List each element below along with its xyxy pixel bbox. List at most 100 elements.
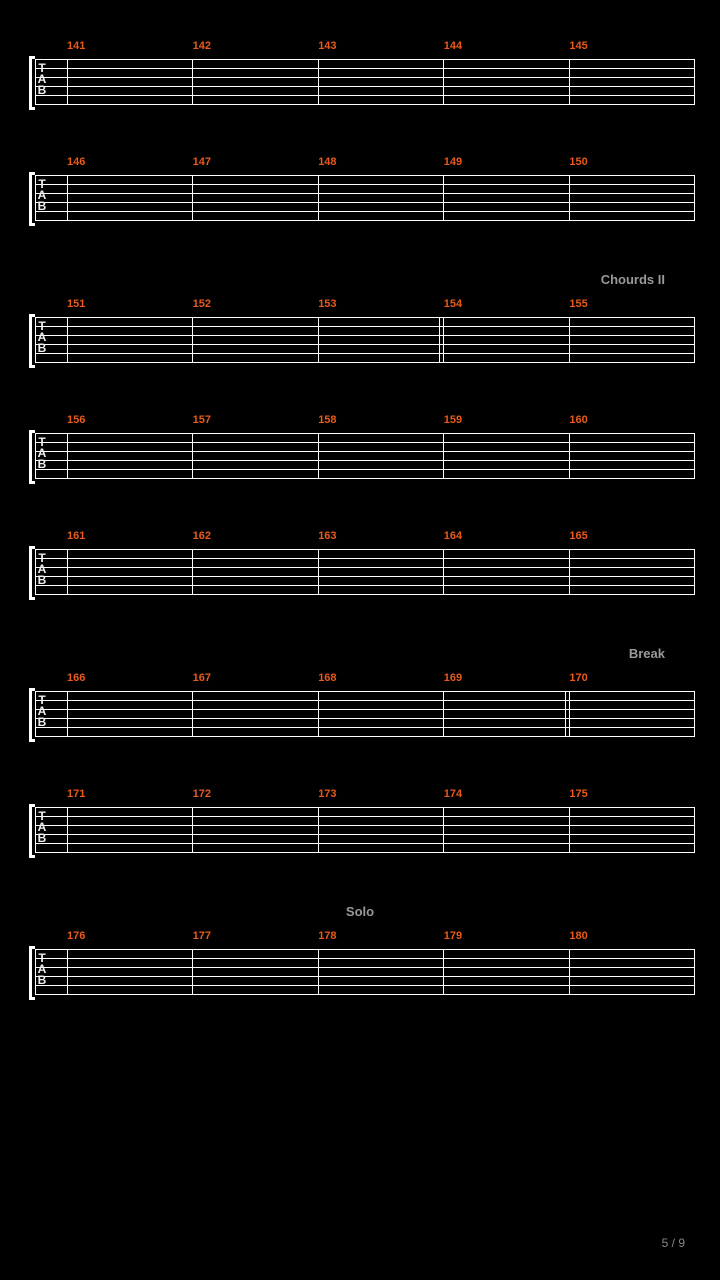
measure (192, 949, 317, 995)
measure (318, 691, 443, 737)
measure-number: 162 (193, 530, 319, 542)
barlines (67, 433, 695, 479)
measure-number: 141 (67, 40, 193, 52)
measure (318, 59, 443, 105)
tab-staff: TAB (35, 688, 695, 742)
measure-number: 151 (67, 298, 193, 310)
measure-number: 145 (569, 40, 695, 52)
tab-label: TAB (37, 63, 47, 96)
measure-number: 148 (318, 156, 444, 168)
staff-row: 161162163164165 TAB (25, 530, 695, 600)
tab-label: TAB (37, 321, 47, 354)
tab-letter: B (37, 833, 47, 844)
barlines (67, 807, 695, 853)
staff-row: Chourds II 151152153154155 TAB (25, 272, 695, 368)
measure (67, 807, 192, 853)
tab-staff: TAB (35, 946, 695, 1000)
measure-number: 179 (444, 930, 570, 942)
measure (67, 59, 192, 105)
measure-number: 159 (444, 414, 570, 426)
staff-row: 146147148149150 TAB (25, 156, 695, 226)
tab-letter: B (37, 459, 47, 470)
measure (443, 59, 568, 105)
measure-number: 166 (67, 672, 193, 684)
measure (67, 317, 192, 363)
tab-staff: TAB (35, 56, 695, 110)
measure-numbers: 146147148149150 (25, 156, 695, 168)
section-label: Break (25, 646, 695, 664)
tab-label: TAB (37, 437, 47, 470)
staff-row: 171172173174175TAB (25, 788, 695, 858)
staff-row: 141142143144145 TAB (25, 40, 695, 110)
measure (443, 691, 568, 737)
measure-number: 154 (444, 298, 570, 310)
measure (569, 433, 695, 479)
measure-numbers: 156157158159160 (25, 414, 695, 426)
measure-number: 174 (444, 788, 570, 800)
measure (443, 317, 568, 363)
measure (192, 317, 317, 363)
measure (443, 175, 568, 221)
tab-staff: TAB (35, 546, 695, 600)
measure-number: 142 (193, 40, 319, 52)
measure-number: 152 (193, 298, 319, 310)
staff-row: Solo 176177178179180 TAB (25, 904, 695, 1000)
measure-number: 161 (67, 530, 193, 542)
measure-number: 176 (67, 930, 193, 942)
staff-row: Break 166167168169170 TAB (25, 646, 695, 742)
measure-numbers: 141142143144145 (25, 40, 695, 52)
measure-number: 177 (193, 930, 319, 942)
measure (192, 549, 317, 595)
measure-numbers: 161162163164165 (25, 530, 695, 542)
tab-letter: B (37, 975, 47, 986)
measure-number: 163 (318, 530, 444, 542)
measure-number: 171 (67, 788, 193, 800)
measure-number: 168 (318, 672, 444, 684)
measure (569, 59, 695, 105)
measure (192, 691, 317, 737)
measure-number: 158 (318, 414, 444, 426)
tab-staff: TAB (35, 430, 695, 484)
measure-number: 146 (67, 156, 193, 168)
measure-number: 167 (193, 672, 319, 684)
measure (67, 549, 192, 595)
measure (569, 317, 695, 363)
measure-number: 170 (569, 672, 695, 684)
measure (569, 807, 695, 853)
staff-row: 156157158159160 TAB (25, 414, 695, 484)
measure (67, 433, 192, 479)
tab-label: TAB (37, 695, 47, 728)
tab-letter: B (37, 85, 47, 96)
measure-number: 173 (318, 788, 444, 800)
measure (443, 549, 568, 595)
measure (318, 807, 443, 853)
tab-letter: B (37, 575, 47, 586)
measure (318, 317, 443, 363)
measure-number: 156 (67, 414, 193, 426)
section-label: Chourds II (25, 272, 695, 290)
measure (318, 433, 443, 479)
tab-label: TAB (37, 811, 47, 844)
tab-label: TAB (37, 553, 47, 586)
tab-letter: B (37, 343, 47, 354)
tab-letter: B (37, 201, 47, 212)
page-number: 5 / 9 (662, 1236, 685, 1250)
tab-label: TAB (37, 179, 47, 212)
barlines (67, 175, 695, 221)
measure (443, 807, 568, 853)
tab-page: 141142143144145TAB146147148149150TABChou… (0, 0, 720, 1000)
measure (67, 949, 192, 995)
measure-number: 178 (318, 930, 444, 942)
tab-staff: TAB (35, 314, 695, 368)
measure (569, 949, 695, 995)
measure (318, 549, 443, 595)
measure-number: 172 (193, 788, 319, 800)
measure-number: 165 (569, 530, 695, 542)
measure-numbers: 151152153154155 (25, 298, 695, 310)
barlines (67, 59, 695, 105)
measure-numbers: 166167168169170 (25, 672, 695, 684)
measure-numbers: 176177178179180 (25, 930, 695, 942)
measure (192, 433, 317, 479)
section-label: Solo (25, 904, 695, 922)
measure-number: 155 (569, 298, 695, 310)
